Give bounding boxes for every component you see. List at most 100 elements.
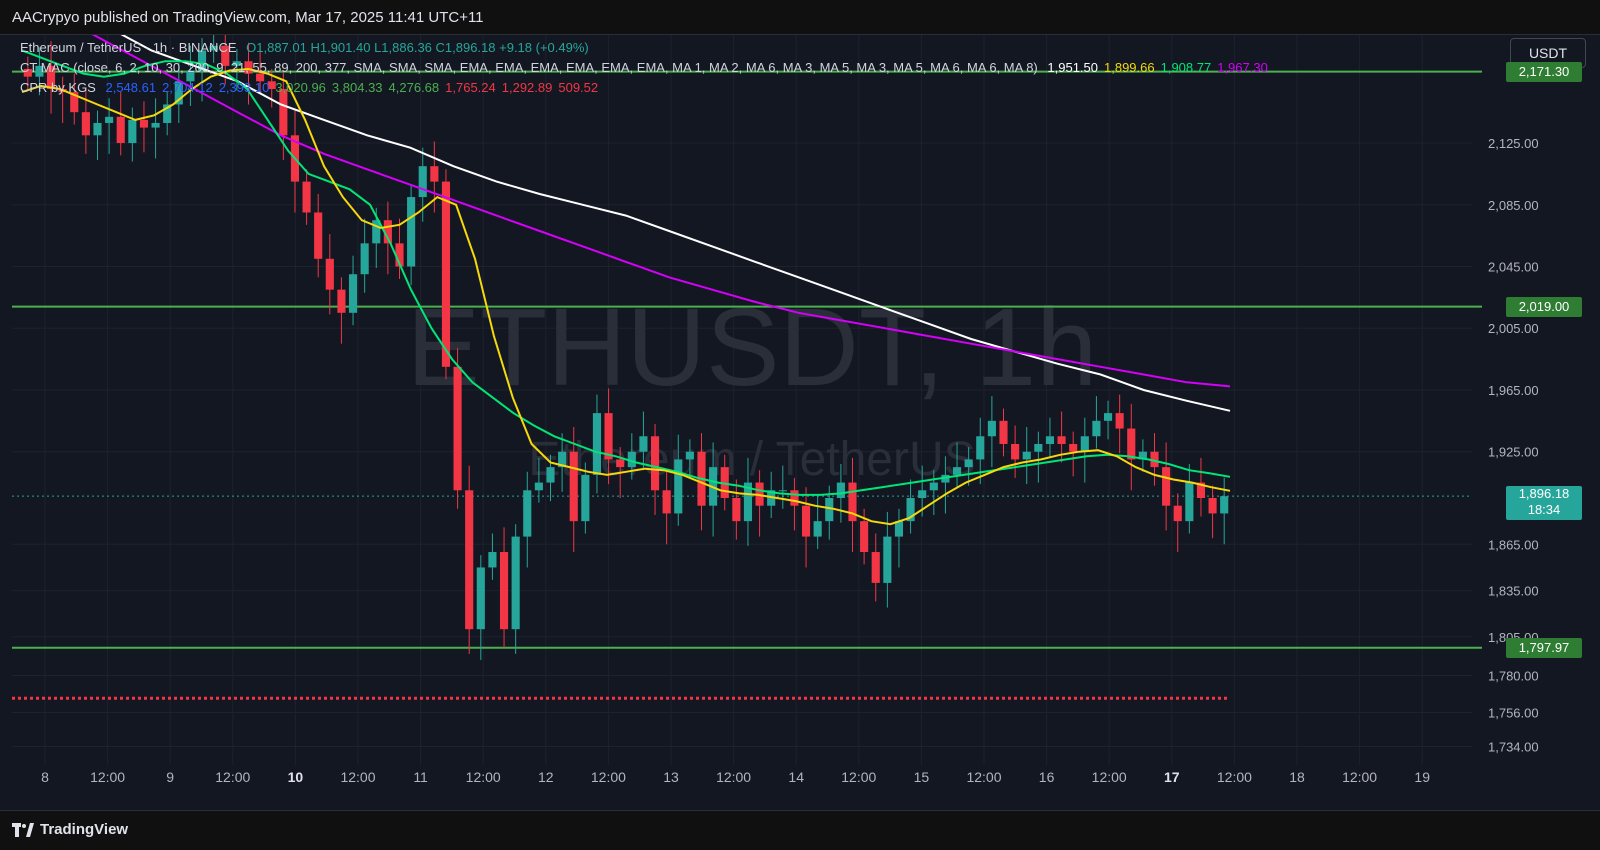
- x-tick-label: 8: [41, 769, 49, 785]
- candle-body: [836, 482, 845, 499]
- candle-body: [430, 166, 439, 182]
- x-tick-label: 12:00: [215, 769, 250, 785]
- sma-magenta-line: [21, 3, 1231, 388]
- candle-body: [348, 274, 358, 313]
- candle-body: [163, 104, 172, 123]
- candle-body: [1034, 443, 1043, 452]
- candle-body: [616, 459, 625, 468]
- y-tick-label: 1,865.00: [1488, 537, 1539, 552]
- level-price-tag: 2,019.00: [1506, 296, 1582, 317]
- candle-body: [790, 490, 799, 506]
- legend-cpr-values: 2,548.61 2,704.12 2,393.10 3,020.96 3,804.33…: [105, 80, 604, 95]
- candle-body: [918, 490, 927, 499]
- x-tick-label: 10: [288, 769, 304, 785]
- candle-body: [151, 122, 160, 128]
- candle-body: [105, 116, 114, 123]
- legend-ma-label[interactable]: CT MAC (close, 6, 2, 10, 30, 200, 9, 21,…: [20, 60, 1038, 75]
- candle-body: [499, 552, 509, 630]
- candle-body: [1057, 436, 1066, 444]
- footer-bar: TradingView: [0, 810, 1600, 850]
- candle-body: [267, 81, 276, 90]
- candle-body: [558, 451, 567, 468]
- candle-body: [569, 451, 578, 522]
- chart-area[interactable]: ETHUSDT, 1h Ethereum / TetherUS 2,125.00…: [12, 0, 1600, 810]
- ema-yellow-line: [21, 67, 1231, 526]
- legend-value: 1,765.24: [445, 80, 496, 95]
- price-chart[interactable]: ETHUSDT, 1h Ethereum / TetherUS 2,125.00…: [12, 0, 1600, 810]
- legend-ohlc: O1,887.01 H1,901.40 L1,886.36 C1,896.18 …: [246, 40, 589, 55]
- legend-ma-row: CT MAC (close, 6, 2, 10, 30, 200, 9, 21,…: [20, 60, 1280, 75]
- candle-body: [35, 65, 44, 77]
- x-tick-label: 12:00: [340, 769, 375, 785]
- candle-body: [1011, 443, 1020, 460]
- candle-body: [1115, 413, 1124, 429]
- candle-body: [383, 220, 392, 244]
- legend-value: 2,704.12: [162, 80, 213, 95]
- candle-body: [720, 467, 729, 499]
- legend-symbol-row: Ethereum / TetherUS · 1h · BINANCE O1,88…: [20, 40, 595, 55]
- y-tick-label: 1,756.00: [1488, 706, 1539, 721]
- candle-body: [139, 119, 149, 128]
- x-tick-label: 12:00: [966, 769, 1001, 785]
- candle-body: [894, 521, 904, 537]
- candle-body: [360, 243, 369, 275]
- tradingview-logo[interactable]: TradingView: [12, 821, 128, 838]
- x-tick-label: 12:00: [1217, 769, 1252, 785]
- candle-body: [778, 490, 787, 492]
- legend-cpr-label[interactable]: CPR by KGS: [20, 80, 96, 95]
- candle-body: [1150, 451, 1159, 468]
- legend-value: 509.52: [558, 80, 599, 95]
- grid: [12, 35, 1472, 765]
- y-tick-label: 1,965.00: [1488, 383, 1539, 398]
- candle-body: [825, 498, 834, 522]
- candle-body: [581, 474, 590, 522]
- candle-body: [511, 536, 520, 630]
- x-tick-label: 12:00: [591, 769, 626, 785]
- last-price-value: 1,896.18: [1518, 486, 1570, 502]
- legend-symbol[interactable]: Ethereum / TetherUS · 1h · BINANCE: [20, 40, 237, 55]
- legend-value: 1,899.66: [1104, 60, 1155, 75]
- candle-body: [848, 482, 857, 522]
- candle-body: [1092, 420, 1101, 437]
- candle-body: [1162, 467, 1171, 506]
- sma-white-line: [55, 0, 1231, 412]
- moving-averages: [21, 0, 1231, 526]
- candle-body: [941, 474, 950, 483]
- y-tick-label: 1,835.00: [1488, 584, 1539, 599]
- x-tick-label: 9: [166, 769, 174, 785]
- candle-body: [465, 490, 474, 630]
- watermark-subtitle: Ethereum / TetherUS: [528, 433, 975, 486]
- candle-body: [453, 366, 462, 491]
- candle-body: [1103, 413, 1113, 421]
- candle-body: [604, 413, 613, 460]
- candle-body: [1080, 436, 1089, 452]
- candle-body: [418, 166, 427, 198]
- candle-body: [674, 459, 683, 514]
- candle-body: [860, 521, 869, 553]
- y-tick-label: 1,780.00: [1488, 668, 1539, 683]
- brand-text: TradingView: [40, 821, 129, 838]
- legend-value: 1,951.50: [1047, 60, 1098, 75]
- legend-ma-values: 1,951.50 1,899.66 1,908.77 1,967.30: [1047, 60, 1273, 75]
- candle-body: [256, 73, 265, 82]
- x-tick-label: 12:00: [841, 769, 876, 785]
- candle-body: [592, 413, 602, 475]
- candle-body: [976, 436, 985, 460]
- candle-body: [1173, 505, 1182, 522]
- candle-body: [732, 498, 741, 522]
- candle-body: [801, 505, 811, 537]
- candle-body: [372, 220, 381, 244]
- candle-body: [1185, 482, 1194, 522]
- x-tick-label: 18: [1289, 769, 1305, 785]
- candle-body: [1022, 451, 1031, 460]
- x-tick-label: 11: [413, 769, 428, 785]
- legend-value: 2,548.61: [105, 80, 157, 95]
- candle-body: [952, 467, 962, 475]
- candle-body: [999, 420, 1008, 444]
- legend-value: 2,393.10: [218, 80, 270, 95]
- publisher-text: AACrypyo published on TradingView.com, M…: [12, 9, 484, 26]
- legend-value: 1,292.89: [501, 80, 553, 95]
- legend-value: 1,967.30: [1217, 60, 1268, 75]
- y-tick-label: 2,005.00: [1488, 321, 1539, 336]
- y-tick-label: 2,085.00: [1488, 198, 1539, 213]
